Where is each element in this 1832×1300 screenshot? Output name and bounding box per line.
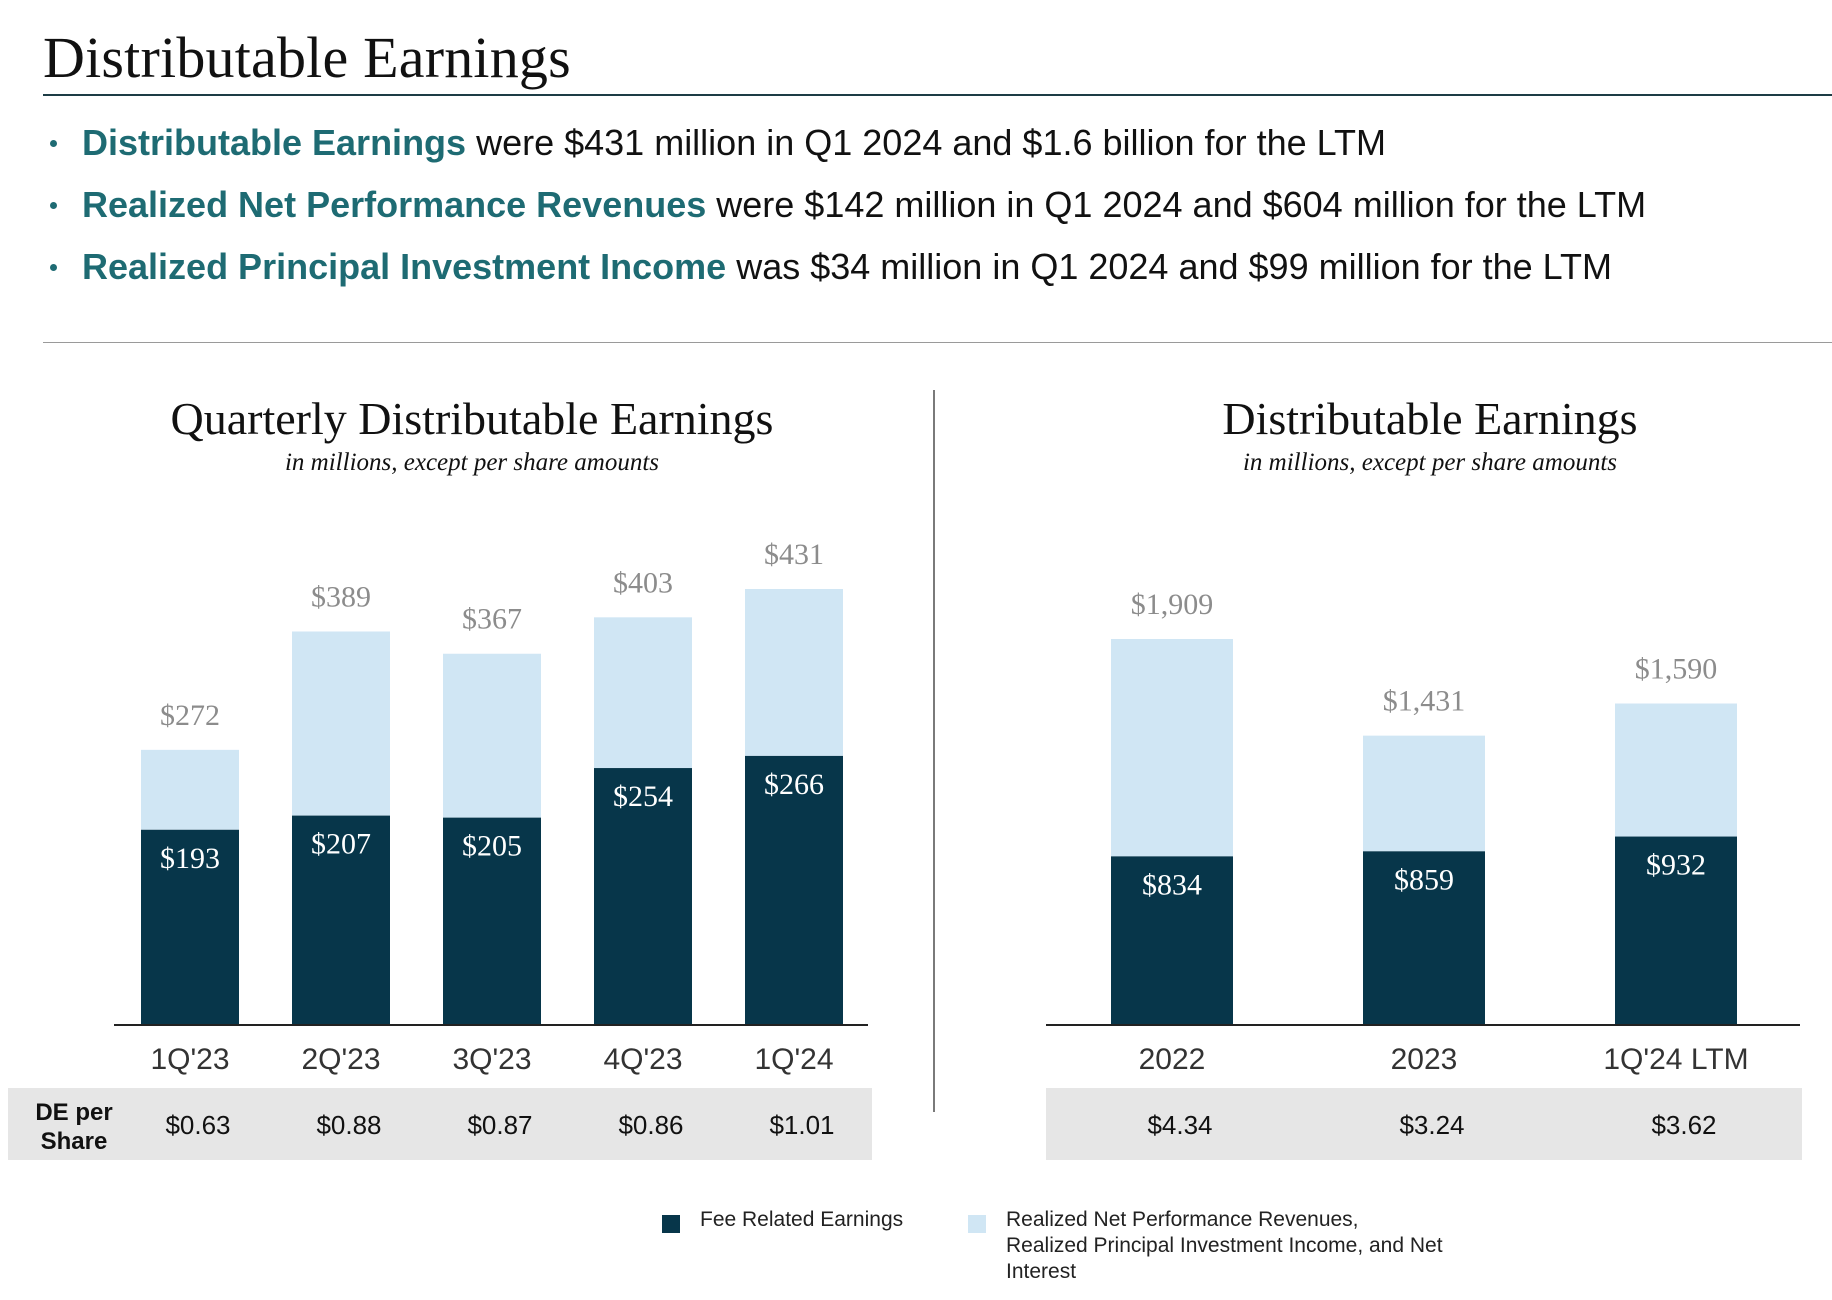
bar-fee-related-segment	[1615, 836, 1737, 1025]
bullet-item: Realized Principal Investment Income was…	[50, 244, 1646, 306]
x-tick-label: 3Q'23	[452, 1043, 531, 1076]
bar-realized-segment	[745, 589, 843, 756]
bar-value-label: $254	[613, 780, 673, 813]
bullet-highlight: Distributable Earnings	[82, 122, 467, 163]
bar-value-label: $266	[764, 768, 824, 801]
bullet-text: was $34 million in Q1 2024 and $99 milli…	[726, 246, 1612, 287]
bar-fee-related-segment	[1363, 851, 1485, 1025]
quarterly-chart-title: Quarterly Distributable Earnings	[170, 393, 774, 444]
bar-value-label: $859	[1394, 863, 1454, 896]
per-share-value: $3.24	[1399, 1110, 1464, 1140]
annual-chart-title: Distributable Earnings	[1222, 393, 1638, 444]
x-tick-label: 2022	[1139, 1043, 1206, 1076]
page-title: Distributable Earnings	[43, 25, 571, 90]
per-share-value: $0.88	[316, 1110, 381, 1140]
per-share-band	[1046, 1088, 1802, 1160]
bar-realized-segment	[443, 653, 541, 818]
bar-total-label: $431	[764, 538, 824, 571]
bar-value-label: $932	[1646, 849, 1706, 882]
bar-total-label: $1,431	[1383, 685, 1466, 718]
bar-total-label: $1,909	[1131, 588, 1214, 621]
bar-realized-segment	[1615, 703, 1737, 837]
x-tick-label: 1Q'23	[150, 1043, 229, 1076]
annual-chart-subtitle: in millions, except per share amounts	[1242, 449, 1618, 476]
per-share-band	[8, 1088, 872, 1160]
bullet-item: Realized Net Performance Revenues were $…	[50, 182, 1646, 244]
legend-label-realized: Realized Net Performance Revenues, Reali…	[1006, 1208, 1443, 1283]
bullet-text: were $431 million in Q1 2024 and $1.6 bi…	[466, 122, 1386, 163]
title-rule	[43, 94, 1832, 96]
bullet-dot-icon	[50, 264, 57, 271]
bar-total-label: $367	[462, 603, 522, 636]
legend-label-fee-related: Fee Related Earnings	[700, 1208, 904, 1231]
bar-fee-related-segment	[1111, 856, 1233, 1025]
bullet-item: Distributable Earnings were $431 million…	[50, 120, 1646, 182]
legend-swatch-realized	[968, 1215, 986, 1233]
per-share-value: $3.62	[1651, 1110, 1716, 1140]
per-share-row-label: DE per Share	[35, 1099, 112, 1155]
quarterly-chart-subtitle: in millions, except per share amounts	[284, 449, 660, 476]
bar-total-label: $1,590	[1635, 653, 1718, 686]
per-share-value: $1.01	[769, 1110, 834, 1140]
bar-fee-related-segment	[292, 815, 390, 1025]
per-share-value: $4.34	[1147, 1110, 1212, 1140]
bar-fee-related-segment	[141, 829, 239, 1025]
bar-realized-segment	[292, 631, 390, 816]
x-tick-label: 2023	[1391, 1043, 1458, 1076]
per-share-value: $0.87	[467, 1110, 532, 1140]
legend-swatch-fee-related	[662, 1215, 680, 1233]
bullet-dot-icon	[50, 202, 57, 209]
summary-bullets: Distributable Earnings were $431 million…	[50, 120, 1646, 306]
bar-total-label: $389	[311, 580, 371, 613]
bar-realized-segment	[1111, 639, 1233, 857]
section-rule	[43, 342, 1832, 343]
bullet-text: were $142 million in Q1 2024 and $604 mi…	[706, 184, 1647, 225]
x-tick-label: 2Q'23	[301, 1043, 380, 1076]
per-share-value: $0.86	[618, 1110, 683, 1140]
per-share-value: $0.63	[165, 1110, 230, 1140]
bullet-highlight: Realized Principal Investment Income	[82, 246, 727, 287]
x-tick-label: 4Q'23	[603, 1043, 682, 1076]
bar-realized-segment	[1363, 735, 1485, 852]
bar-value-label: $834	[1142, 868, 1202, 901]
bar-value-label: $205	[462, 830, 522, 863]
bar-total-label: $403	[613, 566, 673, 599]
bar-value-label: $193	[160, 842, 220, 875]
bar-realized-segment	[594, 617, 692, 769]
bullet-highlight: Realized Net Performance Revenues	[82, 184, 707, 225]
bar-realized-segment	[141, 749, 239, 830]
bar-fee-related-segment	[594, 768, 692, 1025]
chart-divider	[933, 390, 935, 1112]
bar-total-label: $272	[160, 699, 220, 732]
x-tick-label: 1Q'24 LTM	[1603, 1043, 1748, 1076]
x-tick-label: 1Q'24	[754, 1043, 833, 1076]
bar-value-label: $207	[311, 828, 371, 861]
bullet-dot-icon	[50, 140, 57, 147]
bar-fee-related-segment	[745, 755, 843, 1025]
bar-fee-related-segment	[443, 817, 541, 1025]
